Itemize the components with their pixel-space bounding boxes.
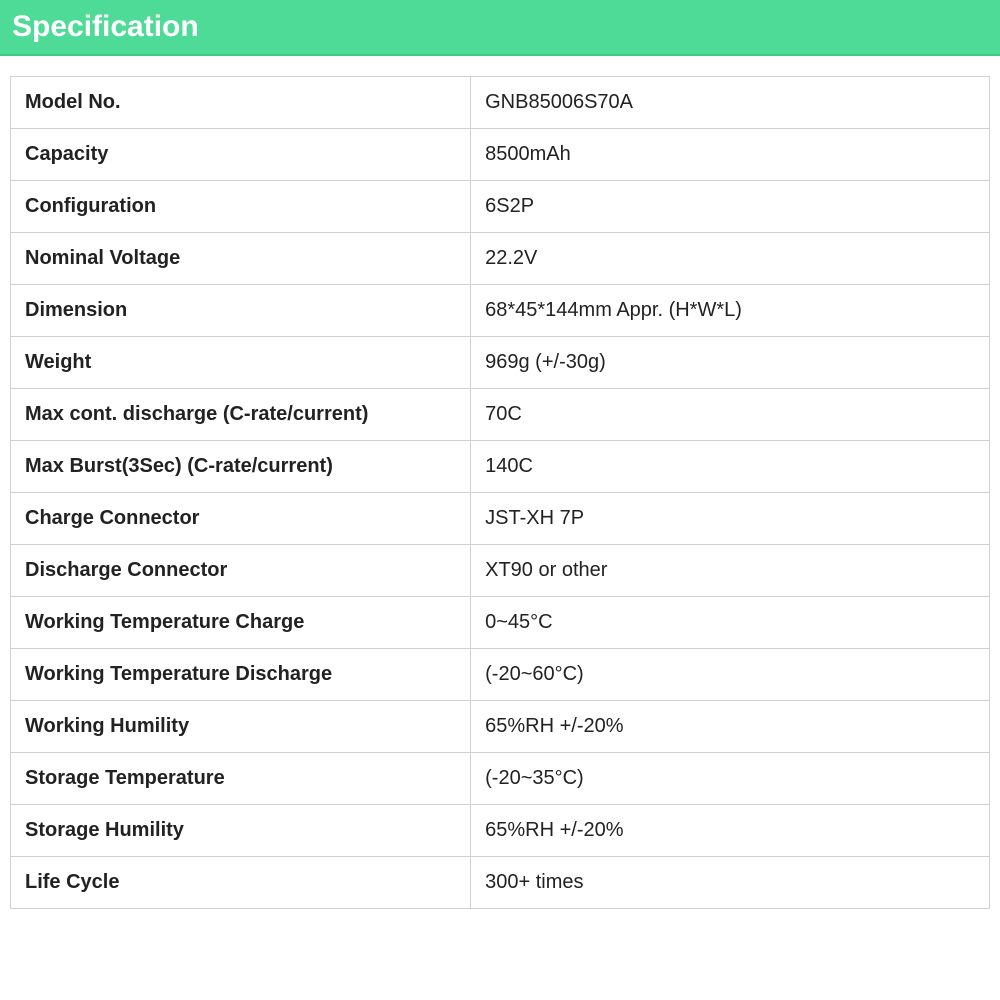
spec-table-body: Model No.GNB85006S70ACapacity8500mAhConf… [11,77,990,909]
table-row: Max Burst(3Sec) (C-rate/current)140C [11,441,990,493]
spec-label: Capacity [11,129,471,181]
spec-label: Working Temperature Charge [11,597,471,649]
table-row: Nominal Voltage22.2V [11,233,990,285]
spec-value: 65%RH +/-20% [471,805,990,857]
spec-value: 6S2P [471,181,990,233]
spec-value: 300+ times [471,857,990,909]
spec-value: 22.2V [471,233,990,285]
table-row: Storage Temperature(-20~35°C) [11,753,990,805]
spec-value: 140C [471,441,990,493]
table-row: Storage Humility65%RH +/-20% [11,805,990,857]
spec-label: Charge Connector [11,493,471,545]
table-row: Max cont. discharge (C-rate/current)70C [11,389,990,441]
spec-label: Nominal Voltage [11,233,471,285]
spec-value: 0~45°C [471,597,990,649]
table-row: Dimension68*45*144mm Appr. (H*W*L) [11,285,990,337]
spec-table-container: Model No.GNB85006S70ACapacity8500mAhConf… [0,56,1000,919]
table-row: Configuration6S2P [11,181,990,233]
spec-label: Storage Temperature [11,753,471,805]
spec-label: Life Cycle [11,857,471,909]
table-row: Capacity8500mAh [11,129,990,181]
spec-label: Dimension [11,285,471,337]
table-row: Discharge ConnectorXT90 or other [11,545,990,597]
spec-value: 969g (+/-30g) [471,337,990,389]
spec-label: Model No. [11,77,471,129]
spec-value: 68*45*144mm Appr. (H*W*L) [471,285,990,337]
spec-value: 65%RH +/-20% [471,701,990,753]
spec-value: 70C [471,389,990,441]
spec-label: Max Burst(3Sec) (C-rate/current) [11,441,471,493]
spec-value: XT90 or other [471,545,990,597]
spec-label: Discharge Connector [11,545,471,597]
spec-value: 8500mAh [471,129,990,181]
table-row: Working Temperature Charge0~45°C [11,597,990,649]
spec-header: Specification [0,0,1000,56]
table-row: Charge ConnectorJST-XH 7P [11,493,990,545]
table-row: Weight969g (+/-30g) [11,337,990,389]
spec-value: GNB85006S70A [471,77,990,129]
spec-table: Model No.GNB85006S70ACapacity8500mAhConf… [10,76,990,909]
spec-value: (-20~35°C) [471,753,990,805]
spec-value: JST-XH 7P [471,493,990,545]
table-row: Working Humility65%RH +/-20% [11,701,990,753]
table-row: Model No.GNB85006S70A [11,77,990,129]
spec-label: Max cont. discharge (C-rate/current) [11,389,471,441]
spec-label: Configuration [11,181,471,233]
table-row: Working Temperature Discharge(-20~60°C) [11,649,990,701]
table-row: Life Cycle300+ times [11,857,990,909]
spec-value: (-20~60°C) [471,649,990,701]
spec-label: Weight [11,337,471,389]
spec-label: Working Humility [11,701,471,753]
spec-label: Storage Humility [11,805,471,857]
spec-label: Working Temperature Discharge [11,649,471,701]
